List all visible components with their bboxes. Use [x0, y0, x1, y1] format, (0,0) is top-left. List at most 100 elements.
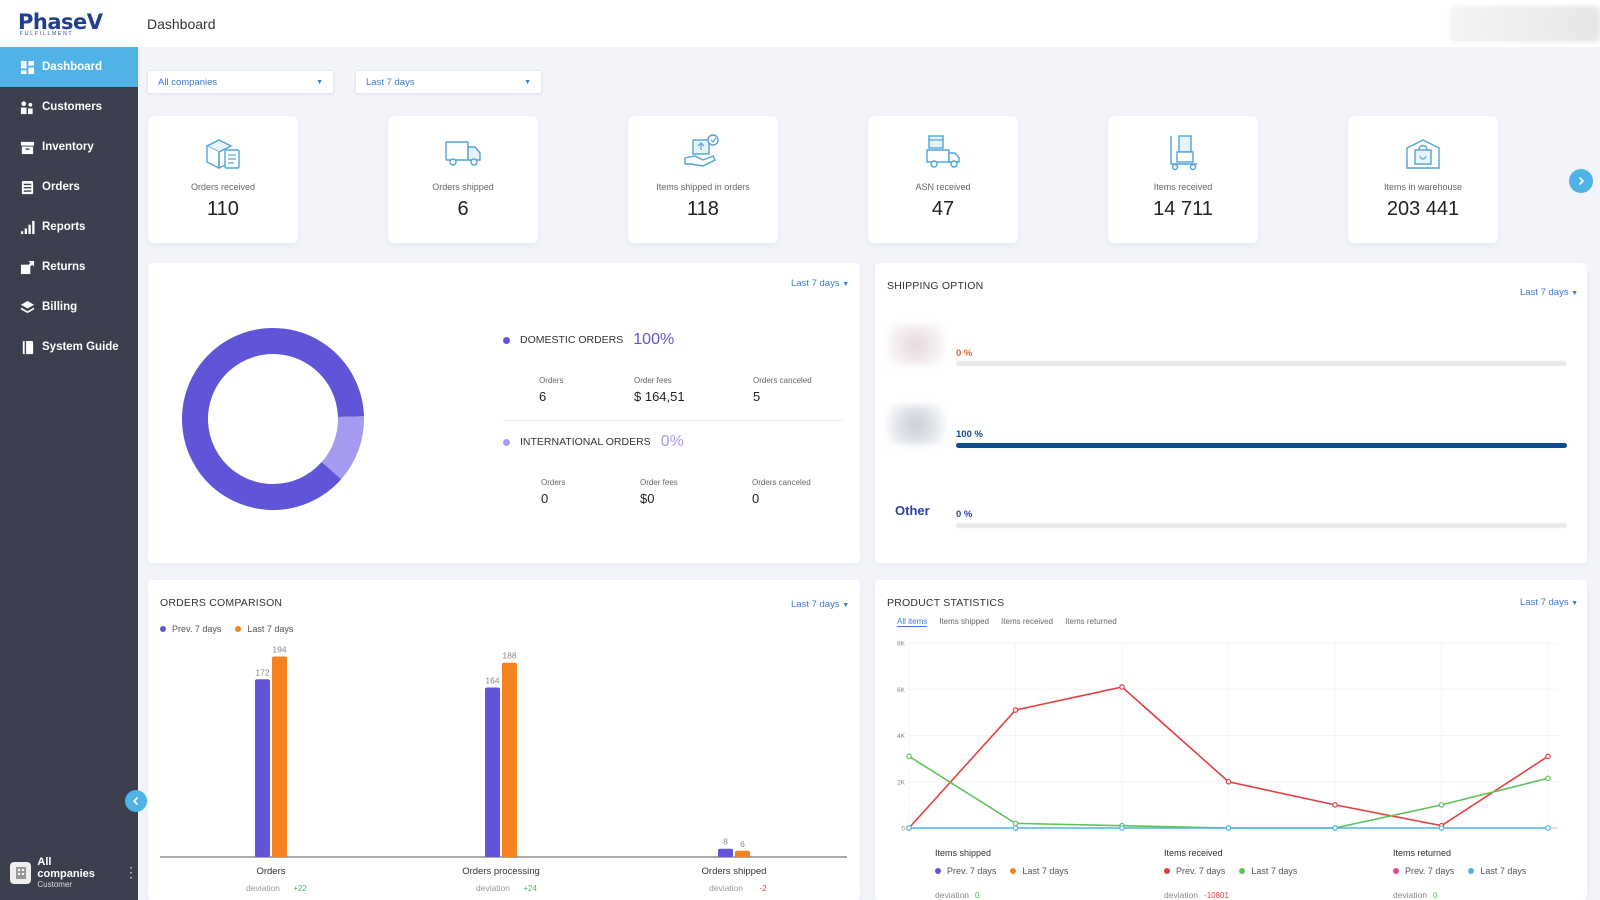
bar-last-2[interactable] [735, 850, 750, 857]
domestic-orders-metric: Orders 6 [539, 376, 563, 404]
shipping-period-select[interactable]: Last 7 days ▼ [1520, 287, 1578, 298]
dashboard-icon [18, 59, 36, 75]
truck-icon [441, 132, 485, 172]
series-point[interactable] [1225, 778, 1232, 785]
series-point[interactable] [1545, 825, 1551, 831]
warehouse-bag-icon [1401, 132, 1445, 172]
y-tick-label: 4K [897, 733, 906, 740]
stat-card-items-received[interactable]: Items received 14 711 [1108, 116, 1258, 243]
collapse-sidebar-button[interactable] [125, 790, 147, 812]
shipping-option-panel: SHIPPING OPTION Last 7 days ▼ 0 % 100 % … [875, 263, 1587, 563]
bar-prev-2[interactable] [718, 848, 733, 857]
sidebar-item-dashboard[interactable]: Dashboard [0, 47, 138, 87]
international-label: INTERNATIONAL ORDERS [520, 436, 651, 448]
guide-icon [18, 339, 36, 355]
sidebar-item-customers[interactable]: Customers [0, 87, 138, 127]
group-deviation: deviation 0 [935, 885, 1082, 900]
series-point[interactable] [1012, 820, 1019, 827]
sidebar-item-returns[interactable]: Returns [0, 247, 138, 287]
stat-card-items-in-warehouse[interactable]: Items in warehouse 203 441 [1348, 116, 1498, 243]
sidebar-item-label: Customers [42, 101, 103, 113]
tab-items-returned[interactable]: Items returned [1065, 617, 1117, 626]
stat-card-orders-shipped[interactable]: Orders shipped 6 [388, 116, 538, 243]
hand-cart-icon [1161, 132, 1205, 172]
footer-company-name: All companies [37, 856, 95, 880]
sidebar-item-inventory[interactable]: Inventory [0, 127, 138, 167]
order-types-period-select[interactable]: Last 7 days ▼ [791, 278, 849, 289]
y-tick-label: 0 [901, 826, 905, 833]
deviation-label: deviation [476, 883, 510, 893]
legend-dot [935, 868, 941, 874]
metric-label: Orders canceled [753, 376, 812, 385]
divider [503, 420, 843, 421]
order-types-donut-chart [182, 328, 364, 510]
legend-label: Last 7 days [1022, 866, 1069, 876]
period-select[interactable]: Last 7 days ▼ [355, 70, 542, 94]
series-point[interactable] [1438, 825, 1445, 831]
series-point[interactable] [1438, 802, 1445, 808]
user-menu[interactable] [1450, 6, 1600, 42]
series-point[interactable] [1012, 707, 1019, 713]
deviation-value: 0 [1433, 891, 1438, 900]
more-options-icon[interactable]: ⋮ [124, 864, 138, 880]
returns-icon [18, 259, 36, 275]
group-deviation: deviation 0 [1393, 885, 1540, 900]
domestic-fees-metric: Order fees $ 164,51 [634, 376, 685, 404]
series-point[interactable] [1545, 775, 1551, 782]
group-deviation: deviation -10801 [1164, 885, 1311, 900]
legend-dot [160, 626, 166, 632]
sidebar-item-system-guide[interactable]: System Guide [0, 327, 138, 367]
tab-items-shipped[interactable]: Items shipped [939, 617, 990, 626]
bar-value-label: 194 [272, 645, 286, 655]
box-clipboard-icon [201, 132, 245, 172]
legend-item-prev: Prev. 7 days [160, 624, 221, 634]
bar-last-0[interactable] [272, 656, 287, 857]
international-orders-row: INTERNATIONAL ORDERS 0% [503, 433, 684, 451]
stat-value: 6 [457, 198, 469, 220]
order-types-period-label: Last 7 days [791, 278, 840, 289]
sidebar-item-reports[interactable]: Reports [0, 207, 138, 247]
stat-card-asn-received[interactable]: ASN received 47 [868, 116, 1018, 243]
tab-items-received[interactable]: Items received [1001, 617, 1054, 626]
stat-label: Items shipped in orders [656, 182, 750, 192]
series-point[interactable] [1119, 684, 1125, 690]
sidebar-item-label: Billing [42, 301, 78, 313]
bar-prev-0[interactable] [255, 679, 270, 857]
tab-all-items[interactable]: All items [897, 617, 928, 627]
y-tick-label: 6K [897, 687, 906, 694]
bar-last-1[interactable] [502, 662, 517, 857]
deviation-value: +22 [293, 884, 307, 893]
legend-dot [1393, 868, 1399, 874]
series-point[interactable] [1332, 825, 1338, 831]
stat-card-orders-received[interactable]: Orders received 110 [148, 116, 298, 243]
product-statistics-period-select[interactable]: Last 7 days ▼ [1520, 597, 1578, 608]
orders-icon [18, 179, 36, 195]
shipping-pct-1: 100 % [956, 429, 983, 440]
group-title: Items shipped [935, 848, 992, 858]
stat-card-items-shipped-in-orders[interactable]: Items shipped in orders 118 [628, 116, 778, 243]
bar-prev-1[interactable] [485, 687, 500, 857]
sidebar-footer[interactable]: All companies Customer ⋮ [0, 845, 138, 900]
stat-value: 203 441 [1386, 198, 1460, 220]
logo[interactable]: PhaseV FULFILLMENT [0, 0, 138, 47]
shipping-title: SHIPPING OPTION [887, 280, 984, 292]
sidebar-item-orders[interactable]: Orders [0, 167, 138, 207]
orders-comparison-period-select[interactable]: Last 7 days ▼ [791, 599, 849, 610]
series-point[interactable] [1119, 825, 1125, 831]
page-title: Dashboard [147, 15, 216, 32]
series-point[interactable] [1225, 825, 1232, 831]
order-types-panel: Last 7 days ▼ DOMESTIC ORDERS 100% Order… [148, 263, 860, 563]
donut-slice-international [321, 416, 364, 480]
sidebar: PhaseV FULFILLMENT Dashboard Customers Inv… [0, 0, 138, 900]
other-carrier-label: Other [895, 503, 930, 518]
bar-value-label: 188 [502, 651, 516, 661]
series-point[interactable] [1332, 802, 1338, 808]
next-cards-button[interactable] [1569, 169, 1593, 193]
sidebar-item-label: Inventory [42, 141, 94, 153]
series-point[interactable] [906, 825, 912, 831]
series-point[interactable] [1012, 825, 1019, 831]
company-select[interactable]: All companies ▼ [147, 70, 334, 94]
series-point[interactable] [1545, 753, 1551, 760]
sidebar-item-billing[interactable]: Billing [0, 287, 138, 327]
series-point[interactable] [906, 753, 912, 760]
